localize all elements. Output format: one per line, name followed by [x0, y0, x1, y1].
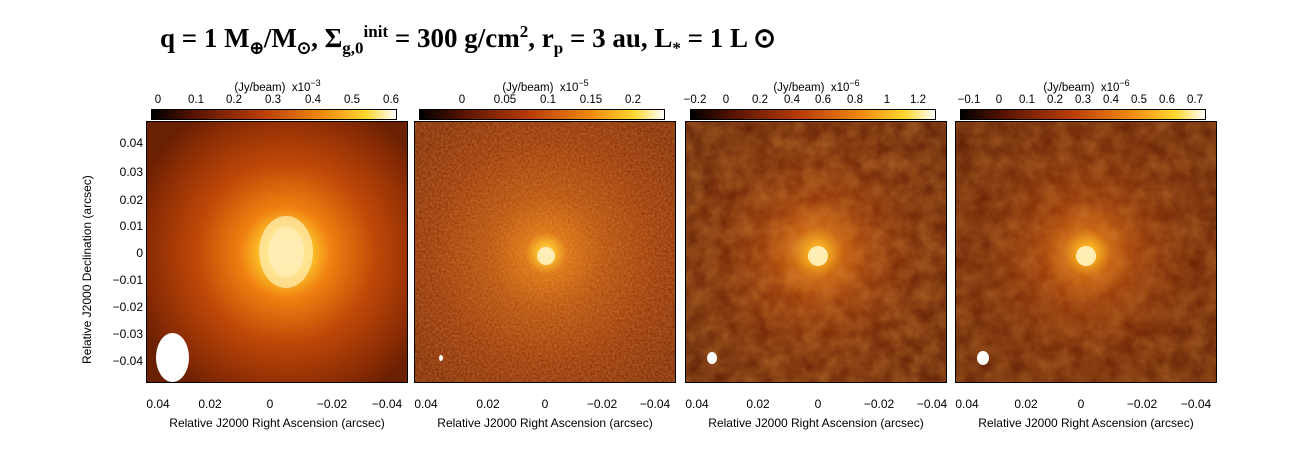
colorbar-tick: 0.15: [579, 94, 603, 106]
figure-title: q = 1 M⊕/M⊙, Σg,0init = 300 g/cm2, rp = …: [160, 22, 776, 58]
colorbar-unit-label: (Jy/beam) x10−6: [1043, 78, 1130, 94]
x-tick: 0.02: [476, 397, 500, 411]
colorbar-tick: 0: [154, 94, 162, 106]
colorbar-ticks: 0 0.05 0.1 0.15 0.2: [414, 94, 677, 110]
panel-1: (Jy/beam) x10−3 0 0.1 0.2 0.3 0.4 0.5 0.…: [146, 78, 409, 430]
beam-ellipse: [439, 355, 443, 361]
x-axis-ticks: 0.04 0.02 0 −0.02 −0.04: [685, 397, 947, 413]
x-tick: −0.04: [1180, 397, 1212, 411]
intensity-map: [685, 121, 947, 383]
colorbar-ticks: 0 0.1 0.2 0.3 0.4 0.5 0.6: [146, 94, 409, 110]
colorbar-tick: 0.4: [305, 94, 321, 106]
colorbar-unit-label: (Jy/beam) x10−5: [502, 78, 589, 94]
colorbar-tick: 0.05: [493, 94, 517, 106]
beam-ellipse: [707, 352, 717, 364]
colorbar-tick: 0.6: [383, 94, 399, 106]
colorbar: [960, 109, 1206, 120]
x-tick: 0: [266, 397, 274, 411]
colorbar-tick: 1: [883, 94, 891, 106]
colorbar-tick: −0.2: [683, 94, 707, 106]
x-tick: 0.04: [414, 397, 438, 411]
y-tick: −0.01: [112, 273, 143, 287]
colorbar-tick: 1.2: [910, 94, 926, 106]
y-tick: −0.02: [112, 300, 143, 314]
colorbar-tick: 0.2: [752, 94, 768, 106]
colorbar-tick: 0: [722, 94, 730, 106]
colorbar-tick: 0.3: [265, 94, 281, 106]
x-tick: 0.04: [146, 397, 170, 411]
x-tick: 0.02: [1014, 397, 1038, 411]
y-tick: 0: [136, 246, 143, 260]
colorbar-tick: 0.6: [1159, 94, 1175, 106]
x-tick: 0: [541, 397, 549, 411]
colorbar: [690, 109, 936, 120]
intensity-map: [955, 121, 1217, 383]
x-tick: −0.04: [639, 397, 671, 411]
colorbar-unit-label: (Jy/beam) x10−3: [234, 78, 321, 94]
x-tick: −0.02: [316, 397, 348, 411]
colorbar-tick: 0: [458, 94, 466, 106]
colorbar-unit-label: (Jy/beam) x10−6: [773, 78, 860, 94]
beam-ellipse: [977, 351, 989, 365]
y-tick: 0.04: [119, 136, 143, 150]
colorbar-tick: 0.1: [188, 94, 204, 106]
y-tick: 0.02: [119, 193, 143, 207]
x-axis-label: Relative J2000 Right Ascension (arcsec): [978, 416, 1194, 430]
x-axis-ticks: 0.04 0.02 0 −0.02 −0.04: [414, 397, 676, 413]
colorbar-tick: 0.4: [1103, 94, 1119, 106]
x-tick: −0.04: [371, 397, 403, 411]
colorbar-ticks: −0.1 0 0.1 0.2 0.3 0.4 0.5 0.6 0.7: [955, 94, 1218, 110]
x-tick: 0: [814, 397, 822, 411]
colorbar-tick: 0.2: [625, 94, 641, 106]
x-tick: 0.04: [685, 397, 709, 411]
y-tick: 0.03: [119, 165, 143, 179]
colorbar-tick: 0.5: [1131, 94, 1147, 106]
x-tick: 0.02: [746, 397, 770, 411]
colorbar-tick: 0.7: [1187, 94, 1203, 106]
colorbar: [151, 109, 397, 120]
x-tick: −0.04: [916, 397, 948, 411]
colorbar: [419, 109, 665, 120]
y-axis-label: Relative J2000 Declination (arcsec): [80, 175, 94, 364]
colorbar-tick: 0.1: [1019, 94, 1035, 106]
intensity-map: [414, 121, 676, 383]
colorbar-tick: 0.6: [815, 94, 831, 106]
panel-2: (Jy/beam) x10−5 0 0.05 0.1 0.15 0.2: [414, 78, 677, 430]
colorbar-tick: 0.5: [344, 94, 360, 106]
panel-3: (Jy/beam) x10−6 −0.2 0 0.2 0.4 0.6 0.8 1…: [683, 78, 948, 430]
beam-ellipse: [156, 333, 189, 382]
x-tick: 0.04: [955, 397, 979, 411]
x-axis-ticks: 0.04 0.02 0 −0.02 −0.04: [146, 397, 408, 413]
x-axis-label: Relative J2000 Right Ascension (arcsec): [437, 416, 653, 430]
colorbar-tick: 0.2: [226, 94, 242, 106]
x-axis-label: Relative J2000 Right Ascension (arcsec): [169, 416, 385, 430]
colorbar-tick: 0.2: [1047, 94, 1063, 106]
y-tick: −0.03: [112, 327, 143, 341]
x-tick: −0.02: [863, 397, 895, 411]
panel-4: (Jy/beam) x10−6 −0.1 0 0.1 0.2 0.3 0.4 0…: [955, 78, 1218, 430]
intensity-map: [146, 121, 408, 383]
y-tick: 0.01: [119, 219, 143, 233]
colorbar-tick: 0.8: [847, 94, 863, 106]
colorbar-tick: 0.1: [540, 94, 556, 106]
x-tick: −0.02: [586, 397, 618, 411]
x-tick: 0.02: [198, 397, 222, 411]
y-tick: −0.04: [112, 354, 143, 368]
colorbar-tick: 0.3: [1075, 94, 1091, 106]
x-tick: 0: [1077, 397, 1085, 411]
colorbar-tick: 0.4: [784, 94, 800, 106]
x-axis-ticks: 0.04 0.02 0 −0.02 −0.04: [955, 397, 1217, 413]
colorbar-tick: −0.1: [957, 94, 981, 106]
x-axis-label: Relative J2000 Right Ascension (arcsec): [708, 416, 924, 430]
y-axis-ticks: 0.04 0.03 0.02 0.01 0 −0.01 −0.02 −0.03 …: [103, 121, 143, 383]
colorbar-tick: 0: [995, 94, 1003, 106]
colorbar-ticks: −0.2 0 0.2 0.4 0.6 0.8 1 1.2: [683, 94, 948, 110]
x-tick: −0.02: [1126, 397, 1158, 411]
